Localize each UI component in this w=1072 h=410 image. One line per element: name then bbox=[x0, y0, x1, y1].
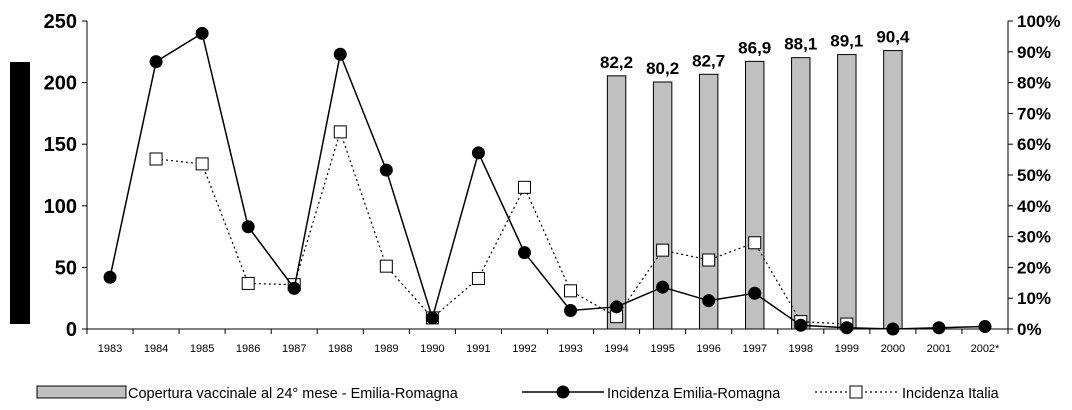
bar bbox=[883, 50, 903, 330]
y-left-tick-label: 0 bbox=[66, 319, 77, 341]
y-right-tick-label: 60% bbox=[1017, 135, 1051, 154]
marker-incidenza-emilia-romagna bbox=[978, 320, 992, 334]
marker-incidenza-emilia-romagna bbox=[103, 270, 117, 284]
marker-incidenza-italia bbox=[702, 253, 716, 267]
x-tick-label: 1992 bbox=[512, 343, 536, 355]
x-tick-label: 1988 bbox=[328, 343, 352, 355]
legend-label-italia: Incidenza Italia bbox=[902, 386, 1000, 402]
marker-incidenza-italia bbox=[656, 243, 670, 257]
bar bbox=[606, 75, 627, 330]
y-right-tick-label: 70% bbox=[1017, 104, 1051, 123]
marker-incidenza-emilia-romagna bbox=[333, 47, 347, 61]
legend-swatch-copertura bbox=[36, 385, 127, 399]
y-left-tick-label: 150 bbox=[44, 134, 77, 156]
marker-incidenza-emilia-romagna bbox=[794, 318, 808, 332]
legend-swatch-marker-italia bbox=[849, 385, 863, 399]
marker-incidenza-emilia-romagna bbox=[748, 286, 762, 300]
marker-incidenza-italia bbox=[379, 259, 393, 273]
bar-label: 80,2 bbox=[646, 59, 679, 78]
marker-incidenza-italia bbox=[748, 236, 762, 250]
legend-swatch-marker-emilia-romagna bbox=[556, 385, 570, 399]
y-right-tick-label: 30% bbox=[1017, 228, 1051, 247]
x-tick-label: 1990 bbox=[420, 343, 444, 355]
marker-incidenza-emilia-romagna bbox=[702, 294, 716, 308]
marker-incidenza-italia bbox=[241, 276, 255, 290]
y-right-tick-label: 100% bbox=[1017, 12, 1060, 31]
x-tick-label: 1993 bbox=[558, 343, 582, 355]
x-tick-label: 1986 bbox=[236, 343, 260, 355]
bar-label: 82,2 bbox=[600, 53, 633, 72]
x-tick-label: 1983 bbox=[98, 343, 122, 355]
marker-incidenza-emilia-romagna bbox=[840, 321, 854, 335]
marker-incidenza-emilia-romagna bbox=[241, 220, 255, 234]
marker-incidenza-emilia-romagna bbox=[379, 163, 393, 177]
marker-incidenza-emilia-romagna bbox=[564, 304, 578, 318]
bar-label: 89,1 bbox=[830, 32, 863, 51]
marker-incidenza-italia bbox=[195, 157, 209, 171]
x-tick-label: 2000 bbox=[881, 343, 905, 355]
x-tick-label: 1996 bbox=[696, 343, 720, 355]
x-tick-label: 1991 bbox=[466, 343, 490, 355]
marker-incidenza-emilia-romagna bbox=[610, 300, 624, 314]
bar bbox=[837, 54, 857, 330]
marker-incidenza-italia bbox=[564, 284, 578, 298]
marker-incidenza-emilia-romagna bbox=[287, 281, 301, 295]
bar bbox=[791, 57, 811, 330]
bar bbox=[698, 73, 719, 330]
x-tick-label: 1999 bbox=[835, 343, 859, 355]
y-left-tick-label: 50 bbox=[55, 257, 77, 279]
marker-incidenza-emilia-romagna bbox=[425, 311, 439, 325]
left-edge-bar bbox=[10, 62, 30, 324]
x-tick-label: 2001 bbox=[927, 343, 951, 355]
marker-incidenza-emilia-romagna bbox=[195, 26, 209, 40]
x-tick-label: 1995 bbox=[650, 343, 674, 355]
marker-incidenza-emilia-romagna bbox=[471, 146, 485, 160]
y-right-tick-label: 20% bbox=[1017, 258, 1051, 277]
marker-incidenza-italia bbox=[471, 271, 485, 285]
bars: 82,2 80,2 82,7 86,9 88,1 89,1 90,4 bbox=[600, 28, 910, 330]
y-left-tick-label: 200 bbox=[44, 73, 77, 95]
y-right-tick-label: 10% bbox=[1017, 289, 1051, 308]
marker-incidenza-emilia-romagna bbox=[149, 55, 163, 69]
legend-label-emilia-romagna: Incidenza Emilia-Romagna bbox=[607, 386, 781, 402]
bar bbox=[652, 81, 673, 330]
line-incidenza-emilia-romagna bbox=[109, 32, 985, 330]
legend: Copertura vaccinale al 24° mese - Emilia… bbox=[36, 385, 1000, 402]
legend-label-copertura: Copertura vaccinale al 24° mese - Emilia… bbox=[128, 386, 459, 402]
marker-incidenza-emilia-romagna bbox=[886, 322, 900, 336]
x-tick-label: 1994 bbox=[604, 343, 628, 355]
marker-incidenza-italia bbox=[333, 125, 347, 139]
x-tick-label: 2002* bbox=[971, 343, 1000, 355]
y-right-tick-label: 0% bbox=[1017, 320, 1042, 339]
marker-incidenza-emilia-romagna bbox=[932, 321, 946, 335]
y-right-tick-label: 80% bbox=[1017, 74, 1051, 93]
x-tick-label: 1998 bbox=[789, 343, 813, 355]
y-right-tick-label: 50% bbox=[1017, 166, 1051, 185]
bar-label: 82,7 bbox=[692, 51, 725, 70]
x-tick-label: 1987 bbox=[282, 343, 306, 355]
x-tick-label: 1989 bbox=[374, 343, 398, 355]
bar-label: 86,9 bbox=[738, 38, 771, 57]
x-tick-label: 1984 bbox=[144, 343, 168, 355]
x-tick-label: 1997 bbox=[742, 343, 766, 355]
y-right-tick-label: 90% bbox=[1017, 43, 1051, 62]
axes: 0 50 100 150 200 250 0% 10% 20% 30% 40% 50% 60% 70% 80… bbox=[44, 11, 1061, 355]
y-left-tick-label: 100 bbox=[44, 196, 77, 218]
bar-label: 88,1 bbox=[784, 35, 817, 54]
bar-label: 90,4 bbox=[876, 28, 910, 47]
marker-incidenza-emilia-romagna bbox=[656, 280, 670, 294]
x-tick-label: 1985 bbox=[190, 343, 214, 355]
y-right-tick-label: 40% bbox=[1017, 197, 1051, 216]
marker-incidenza-emilia-romagna bbox=[517, 246, 531, 260]
lines bbox=[103, 26, 992, 336]
marker-incidenza-italia bbox=[149, 152, 163, 166]
bar bbox=[745, 60, 765, 330]
marker-incidenza-italia bbox=[517, 180, 531, 194]
y-left-tick-label: 250 bbox=[44, 11, 77, 33]
